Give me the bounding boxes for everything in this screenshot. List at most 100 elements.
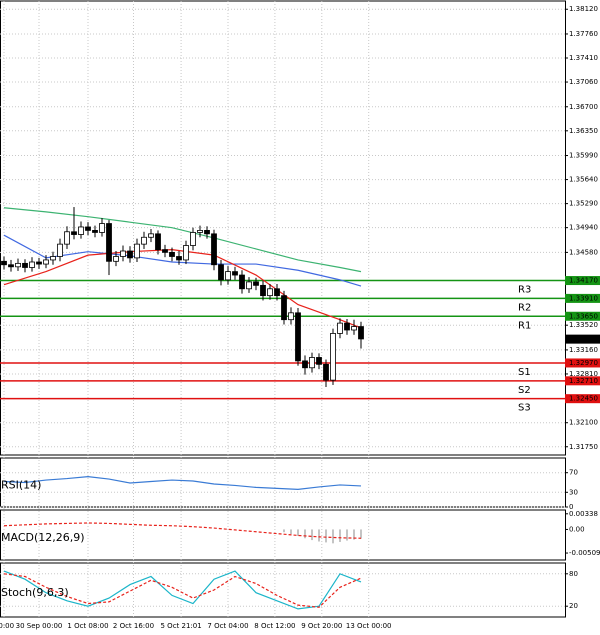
- candle-body: [106, 223, 112, 262]
- level-name: S1: [518, 367, 531, 378]
- last-price-box: [565, 334, 600, 344]
- level-box: [565, 394, 600, 404]
- x-tick-label: 2 Oct 16:00: [113, 622, 154, 630]
- candle-body: [190, 232, 196, 246]
- level-label: 1.34170: [569, 277, 598, 285]
- stoch-line: [3, 573, 362, 608]
- candle-body: [155, 233, 161, 251]
- y-tick-label: 1.35990: [569, 152, 598, 160]
- y-tick-label: 0: [569, 503, 573, 511]
- candle-body: [162, 249, 168, 253]
- level-label: 1.33910: [569, 294, 598, 302]
- rsi-line: [3, 476, 362, 490]
- candle-body: [169, 251, 175, 257]
- level-label: 1.32710: [569, 377, 598, 385]
- y-tick-label: 1.33520: [569, 321, 598, 329]
- y-tick-label: 1.38120: [569, 5, 598, 13]
- candle-body: [358, 326, 364, 340]
- candle-body: [36, 261, 42, 265]
- candle-body: [302, 360, 308, 369]
- level-label: 1.33650: [569, 312, 598, 320]
- candle-body: [337, 322, 343, 334]
- stoch-line: [3, 570, 362, 610]
- candle-body: [78, 226, 84, 235]
- candle-body: [127, 250, 133, 259]
- candle-body: [239, 274, 245, 290]
- candle-body: [113, 256, 119, 262]
- candle-body: [85, 226, 91, 231]
- candle-body: [309, 357, 315, 369]
- candle-body: [50, 256, 56, 261]
- y-tick-label: 20: [569, 602, 578, 610]
- candle-body: [57, 243, 63, 257]
- y-tick-label: 1.33160: [569, 346, 598, 354]
- candle-body: [281, 295, 287, 321]
- candle-body: [232, 271, 238, 276]
- candle-body: [71, 231, 77, 235]
- y-tick-label: 1.37060: [569, 78, 598, 86]
- x-tick-label: 8 Oct 12:00: [254, 622, 295, 630]
- y-tick-label: 1.31750: [569, 443, 598, 451]
- macd-frame: [0, 509, 566, 561]
- level-box: [565, 276, 600, 286]
- level-box: [565, 358, 600, 368]
- level-box: [565, 376, 600, 386]
- candle-body: [22, 262, 28, 268]
- candle-body: [15, 262, 21, 268]
- candle-body: [267, 288, 273, 297]
- candle-body: [141, 236, 147, 245]
- x-tick-label: 13 Oct 00:00: [346, 622, 392, 630]
- candle-body: [120, 250, 126, 257]
- candle-body: [148, 233, 154, 238]
- y-tick-label: 1.32100: [569, 419, 598, 427]
- level-box: [565, 293, 600, 303]
- level-name: S2: [518, 385, 531, 396]
- x-tick-label: 30 Sep 00:00: [16, 622, 63, 630]
- candle-body: [134, 243, 140, 259]
- stoch-frame: [0, 562, 566, 618]
- y-tick-label: 70: [569, 469, 578, 477]
- candle-body: [211, 233, 217, 266]
- candle-body: [183, 245, 189, 261]
- indicator-title: Stoch(9,6,3): [1, 586, 69, 599]
- y-tick-label: 1.32810: [569, 370, 598, 378]
- y-tick-label: 1.36700: [569, 103, 598, 111]
- moving-average: [3, 234, 362, 287]
- candle-body: [197, 230, 203, 233]
- rsi-frame: [0, 457, 566, 508]
- x-tick-label: 5 Oct 21:01: [161, 622, 202, 630]
- candle-body: [316, 357, 322, 365]
- y-tick-label: 1.37760: [569, 30, 598, 38]
- moving-average: [3, 249, 362, 329]
- candle-body: [295, 312, 301, 362]
- candle-body: [204, 230, 210, 235]
- y-tick-label: -0.005097: [569, 549, 600, 557]
- y-tick-label: 1.35290: [569, 200, 598, 208]
- y-tick-label: 1.35640: [569, 176, 598, 184]
- candle-body: [225, 271, 231, 281]
- candle-body: [29, 261, 35, 268]
- y-tick-label: 1.37410: [569, 54, 598, 62]
- candle-body: [274, 288, 280, 297]
- y-tick-label: 1.34580: [569, 248, 598, 256]
- candle-body: [92, 230, 98, 233]
- y-tick-label: 1.34940: [569, 224, 598, 232]
- candle-body: [99, 223, 105, 233]
- candle-body: [323, 363, 329, 381]
- candle-body: [43, 259, 49, 265]
- x-tick-label: 7 Oct 04:00: [207, 622, 248, 630]
- y-tick-label: 80: [569, 570, 578, 578]
- candle-body: [288, 312, 294, 321]
- candle-body: [218, 264, 224, 281]
- indicator-title: RSI(14): [1, 479, 41, 492]
- candle-body: [246, 281, 252, 290]
- last-price-label: 1.33317: [569, 335, 598, 343]
- x-tick-label: 9 Oct 20:00: [301, 622, 342, 630]
- candle-body: [176, 256, 182, 261]
- candle-body: [330, 333, 336, 381]
- candle-body: [1, 260, 7, 266]
- x-tick-label: 20:00: [0, 622, 14, 630]
- candle-body: [64, 231, 70, 245]
- y-tick-label: 30: [569, 488, 578, 496]
